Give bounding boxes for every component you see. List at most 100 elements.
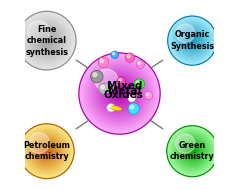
Circle shape bbox=[87, 61, 152, 126]
Circle shape bbox=[91, 65, 148, 122]
Circle shape bbox=[25, 19, 69, 63]
Circle shape bbox=[175, 134, 210, 168]
Circle shape bbox=[115, 89, 124, 98]
Circle shape bbox=[189, 148, 196, 154]
Circle shape bbox=[31, 136, 62, 167]
Circle shape bbox=[178, 26, 207, 55]
Circle shape bbox=[36, 140, 58, 162]
Circle shape bbox=[176, 24, 195, 43]
Circle shape bbox=[100, 59, 103, 63]
Circle shape bbox=[192, 40, 193, 41]
Circle shape bbox=[19, 13, 75, 68]
Circle shape bbox=[183, 142, 202, 161]
Circle shape bbox=[128, 103, 139, 114]
Circle shape bbox=[95, 69, 118, 92]
Circle shape bbox=[35, 139, 58, 163]
Circle shape bbox=[89, 63, 150, 124]
Circle shape bbox=[178, 137, 206, 165]
Circle shape bbox=[113, 87, 126, 100]
Circle shape bbox=[28, 22, 66, 60]
Circle shape bbox=[174, 133, 210, 169]
Circle shape bbox=[177, 25, 208, 56]
Circle shape bbox=[171, 129, 214, 173]
Circle shape bbox=[101, 75, 138, 112]
Circle shape bbox=[25, 129, 69, 173]
Circle shape bbox=[33, 27, 60, 54]
Circle shape bbox=[179, 28, 205, 53]
Circle shape bbox=[23, 127, 71, 175]
Circle shape bbox=[36, 30, 58, 52]
Circle shape bbox=[98, 72, 141, 115]
FancyArrowPatch shape bbox=[76, 118, 93, 129]
Circle shape bbox=[45, 150, 48, 153]
Circle shape bbox=[20, 14, 74, 68]
Circle shape bbox=[28, 22, 65, 59]
Circle shape bbox=[99, 83, 110, 94]
Circle shape bbox=[41, 146, 52, 157]
Circle shape bbox=[185, 144, 200, 159]
Circle shape bbox=[32, 137, 61, 166]
Circle shape bbox=[95, 69, 144, 118]
Circle shape bbox=[173, 21, 212, 60]
Circle shape bbox=[43, 37, 50, 44]
Circle shape bbox=[93, 67, 146, 120]
Circle shape bbox=[39, 144, 54, 159]
Circle shape bbox=[101, 85, 104, 89]
Circle shape bbox=[19, 124, 74, 179]
Circle shape bbox=[98, 57, 109, 68]
Circle shape bbox=[17, 11, 76, 70]
FancyArrowPatch shape bbox=[147, 60, 163, 71]
Circle shape bbox=[176, 135, 209, 168]
Circle shape bbox=[45, 149, 49, 153]
Circle shape bbox=[181, 29, 203, 52]
Circle shape bbox=[27, 21, 50, 43]
Circle shape bbox=[37, 31, 56, 50]
Circle shape bbox=[41, 145, 53, 157]
Circle shape bbox=[172, 131, 213, 172]
Circle shape bbox=[176, 24, 209, 57]
Circle shape bbox=[107, 81, 132, 106]
Circle shape bbox=[111, 51, 119, 59]
Circle shape bbox=[117, 91, 122, 96]
Circle shape bbox=[134, 79, 145, 89]
Circle shape bbox=[170, 129, 215, 174]
Circle shape bbox=[119, 93, 120, 94]
Circle shape bbox=[190, 149, 195, 154]
Circle shape bbox=[22, 127, 71, 176]
Circle shape bbox=[181, 29, 204, 52]
FancyArrowPatch shape bbox=[147, 60, 163, 71]
Circle shape bbox=[184, 32, 201, 49]
Circle shape bbox=[181, 140, 203, 162]
Circle shape bbox=[117, 77, 126, 86]
Circle shape bbox=[83, 57, 156, 130]
Circle shape bbox=[43, 148, 50, 155]
Circle shape bbox=[86, 60, 153, 127]
Circle shape bbox=[33, 138, 60, 165]
Circle shape bbox=[18, 12, 75, 69]
Circle shape bbox=[116, 90, 123, 97]
Circle shape bbox=[43, 147, 51, 155]
Circle shape bbox=[22, 16, 72, 66]
Circle shape bbox=[192, 151, 193, 152]
Circle shape bbox=[176, 25, 208, 57]
Circle shape bbox=[89, 64, 150, 124]
Circle shape bbox=[94, 68, 145, 119]
Circle shape bbox=[44, 38, 49, 43]
Circle shape bbox=[21, 125, 73, 177]
Circle shape bbox=[177, 136, 208, 167]
Circle shape bbox=[182, 141, 202, 161]
Circle shape bbox=[184, 143, 201, 160]
Circle shape bbox=[188, 147, 196, 155]
Circle shape bbox=[103, 77, 136, 110]
Circle shape bbox=[109, 83, 130, 104]
Circle shape bbox=[82, 56, 157, 131]
Circle shape bbox=[27, 131, 67, 171]
Circle shape bbox=[169, 17, 216, 64]
Circle shape bbox=[39, 33, 54, 48]
Circle shape bbox=[29, 23, 64, 58]
Circle shape bbox=[85, 59, 154, 128]
Circle shape bbox=[32, 136, 62, 166]
Circle shape bbox=[27, 21, 66, 60]
Circle shape bbox=[21, 126, 72, 177]
Circle shape bbox=[90, 64, 149, 123]
